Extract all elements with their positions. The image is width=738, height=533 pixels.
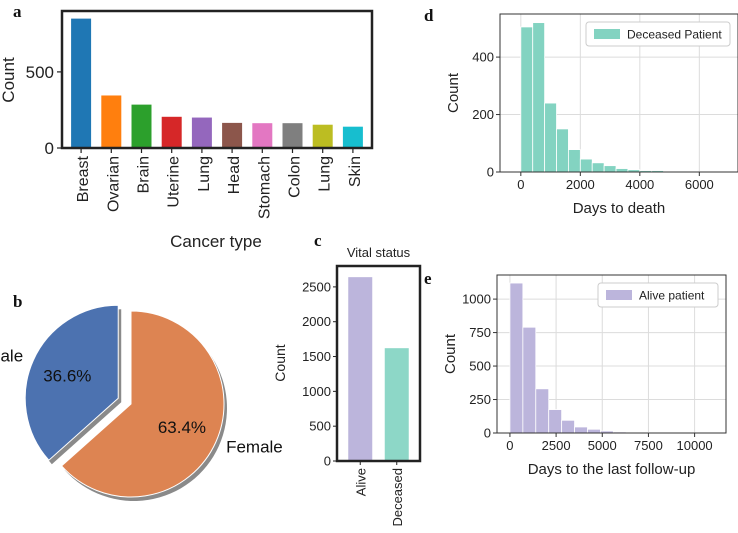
y-tick-label: 250 [469, 392, 491, 407]
x-tick-label: 10000 [677, 438, 713, 453]
legend-label: Deceased Patient [627, 28, 722, 42]
y-tick-label: 500 [26, 63, 54, 82]
legend-swatch [606, 290, 632, 300]
bar-lung [191, 117, 212, 148]
plot-frame [499, 13, 738, 173]
bar-uterine [161, 116, 182, 148]
x-tick-label: Ovarian [105, 156, 122, 212]
histogram-bar [574, 426, 588, 434]
panel-d-label: d [424, 6, 434, 25]
days-to-follow-up-histogram: 0 2500 5000 7500 10000 0 250 500 750 1000 Alive pa… [442, 274, 727, 478]
bar-stomach [252, 123, 273, 148]
histogram-bar [615, 168, 629, 173]
y-axis-title: Count [442, 333, 459, 374]
y-tick-label: 1500 [302, 349, 331, 364]
histogram-bar [532, 22, 546, 173]
panel-c-label: c [314, 231, 322, 250]
y-axis-title: Count [0, 57, 18, 103]
x-tick-label: 6000 [685, 177, 714, 192]
pie-percent-label: 63.4% [158, 418, 206, 437]
pie-slice-label: Male [0, 347, 23, 366]
y-tick-label: 200 [472, 107, 494, 122]
x-tick-label: Stomach [256, 156, 273, 219]
bar-lung [312, 124, 333, 148]
x-axis-title: Cancer type [170, 232, 262, 251]
bar-colon [282, 123, 303, 148]
x-tick-label: Uterine [166, 156, 183, 208]
x-tick-label: 0 [506, 438, 513, 453]
panel-e-label: e [424, 269, 432, 288]
y-tick-label: 0 [324, 454, 331, 469]
histogram-bar [535, 388, 550, 434]
histogram-bar [556, 128, 569, 173]
x-tick-label: Head [226, 156, 243, 194]
pie-slice-label: Female [226, 438, 283, 457]
x-tick-label: Lung [317, 156, 334, 192]
histogram-bar [579, 158, 593, 173]
legend-box [585, 21, 731, 47]
bar-alive [348, 277, 373, 461]
y-tick-label: 1000 [302, 384, 331, 399]
y-axis-title: Count [272, 344, 288, 381]
histogram-bar [509, 282, 524, 434]
histogram-bar [587, 428, 601, 434]
histogram-bar [522, 326, 537, 434]
y-tick-label: 0 [45, 139, 54, 158]
panel-b-label: b [13, 292, 22, 311]
pie-slice-male [24, 304, 119, 461]
histogram-bar [568, 149, 581, 173]
histogram-bar [561, 419, 575, 434]
y-tick-label: 500 [469, 359, 491, 374]
x-tick-label: 4000 [625, 177, 654, 192]
x-tick-label: Skin [347, 156, 364, 187]
y-tick-label: 500 [309, 419, 331, 434]
pie-percent-label: 36.6% [43, 366, 91, 385]
bar-ovarian [101, 95, 122, 148]
y-tick-label: 750 [469, 325, 491, 340]
histogram-bar [591, 162, 605, 173]
plot-frame [496, 274, 727, 434]
sex-pie-chart: 36.6% Male 63.4% Female [0, 304, 283, 502]
legend-label: Alive patient [639, 289, 705, 303]
bar-breast [71, 18, 92, 148]
histogram-bar [544, 102, 557, 173]
x-tick-label: Colon [287, 156, 304, 198]
chart-title: Vital status [347, 245, 411, 260]
y-tick-label: 0 [487, 165, 494, 180]
legend-box [597, 282, 719, 308]
x-tick-label: 2500 [542, 438, 571, 453]
bar-skin [342, 126, 363, 148]
y-tick-label: 2000 [302, 314, 331, 329]
bar-deceased [384, 348, 409, 461]
x-tick-label: 7500 [634, 438, 663, 453]
panel-a-label: a [13, 2, 22, 21]
x-tick-label: 5000 [588, 438, 617, 453]
x-axis-title: Days to death [573, 200, 666, 217]
y-tick-label: 400 [472, 50, 494, 65]
bar-brain [131, 104, 152, 148]
vital-status-bar-chart: Vital status Alive Deceased 0 500 1000 1500 200… [272, 245, 422, 527]
x-tick-label: 0 [517, 177, 524, 192]
x-axis-title: Days to the last follow-up [528, 461, 696, 478]
days-to-death-histogram: 0 2000 4000 6000 0 200 400 Deceased Patient Days… [445, 13, 738, 217]
x-tick-label: Lung [196, 156, 213, 192]
x-tick-label: Alive [353, 468, 368, 496]
histogram-bar [603, 165, 617, 173]
x-tick-label: 2000 [566, 177, 595, 192]
bar-head [222, 122, 243, 148]
histogram-bar [548, 409, 563, 434]
pie-slice-female [60, 310, 225, 498]
plot-frame [60, 9, 374, 150]
x-tick-label: Breast [75, 155, 92, 202]
y-tick-label: 1000 [462, 292, 491, 307]
plot-frame [335, 264, 422, 463]
legend-swatch [594, 29, 620, 39]
y-axis-title: Count [445, 72, 462, 113]
y-tick-label: 0 [484, 426, 491, 441]
histogram-bar [520, 26, 534, 173]
x-tick-label: Deceased [390, 468, 405, 527]
y-tick-label: 2500 [302, 279, 331, 294]
x-tick-label: Brain [136, 156, 153, 193]
cancer-type-bar-chart: Breast Ovarian Brain Uterine Lung Head Stomach… [0, 9, 374, 251]
